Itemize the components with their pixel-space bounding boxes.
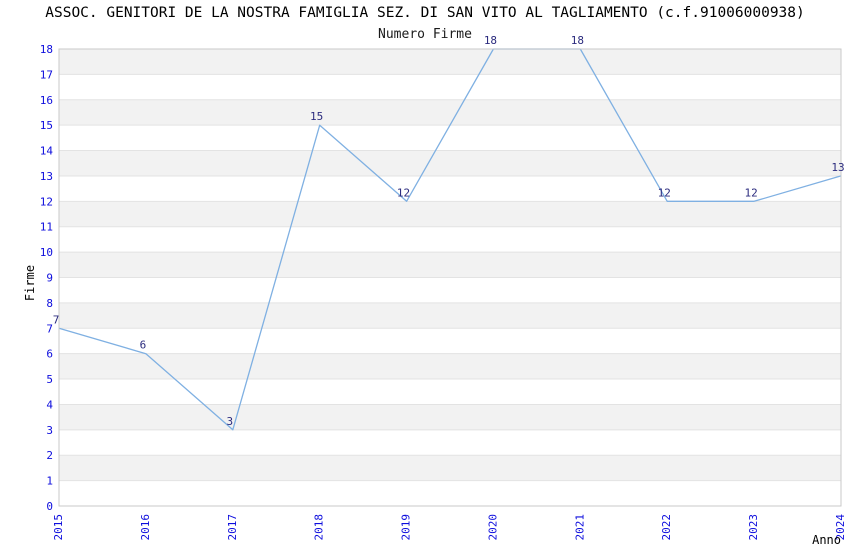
x-tick-label: 2020 — [486, 514, 499, 541]
x-tick-label: 2021 — [573, 514, 586, 541]
band — [59, 150, 841, 176]
band — [59, 302, 841, 329]
point-label: 3 — [226, 415, 233, 428]
y-tick-label: 12 — [40, 195, 53, 208]
y-tick-label: 16 — [40, 94, 53, 107]
y-tick-label: 7 — [46, 322, 53, 335]
y-tick-label: 15 — [40, 119, 53, 132]
x-tick-label: 2019 — [400, 514, 413, 541]
y-tick-label: 1 — [46, 475, 53, 488]
y-tick-label: 11 — [40, 221, 53, 234]
x-tick-label: 2017 — [226, 514, 239, 541]
y-tick-label: 13 — [40, 170, 53, 183]
band — [59, 353, 841, 380]
point-label: 18 — [571, 34, 584, 47]
y-tick-label: 10 — [40, 246, 53, 259]
point-label: 12 — [744, 186, 757, 199]
band — [59, 99, 841, 126]
x-tick-label: 2018 — [313, 514, 326, 541]
y-tick-label: 8 — [46, 297, 53, 310]
y-axis-title: Firme — [23, 264, 37, 302]
point-label: 12 — [658, 186, 671, 199]
y-tick-label: 6 — [46, 348, 53, 361]
chart-subtitle: Numero Firme — [378, 27, 472, 42]
band — [59, 252, 841, 278]
x-axis-title: Anno — [812, 533, 841, 547]
x-tick-label: 2024 — [834, 514, 847, 541]
y-tick-label: 17 — [40, 68, 53, 81]
x-tick-label: 2023 — [747, 514, 760, 541]
series-line — [58, 48, 842, 431]
x-tick-label: 2015 — [52, 514, 65, 541]
y-tick-label: 4 — [46, 398, 53, 411]
y-tick-label: 14 — [40, 145, 54, 158]
chart-title: ASSOC. GENITORI DE LA NOSTRA FAMIGLIA SE… — [45, 5, 805, 21]
band — [59, 49, 841, 75]
point-label: 7 — [53, 313, 60, 326]
point-label: 12 — [397, 186, 410, 199]
y-tick-label: 2 — [46, 449, 53, 462]
band — [59, 404, 841, 430]
band — [59, 455, 841, 481]
y-tick-label: 18 — [40, 43, 53, 56]
x-tick-label: 2022 — [660, 514, 673, 541]
point-label: 6 — [140, 339, 147, 352]
y-tick-label: 0 — [46, 500, 53, 513]
y-tick-label: 3 — [46, 424, 53, 437]
x-tick-label: 2016 — [139, 514, 152, 541]
point-label: 18 — [484, 34, 497, 47]
point-label: 13 — [831, 161, 844, 174]
plot-border — [58, 48, 842, 507]
point-label: 15 — [310, 110, 323, 123]
y-tick-label: 9 — [46, 272, 53, 285]
y-tick-label: 5 — [46, 373, 53, 386]
band — [59, 201, 841, 227]
